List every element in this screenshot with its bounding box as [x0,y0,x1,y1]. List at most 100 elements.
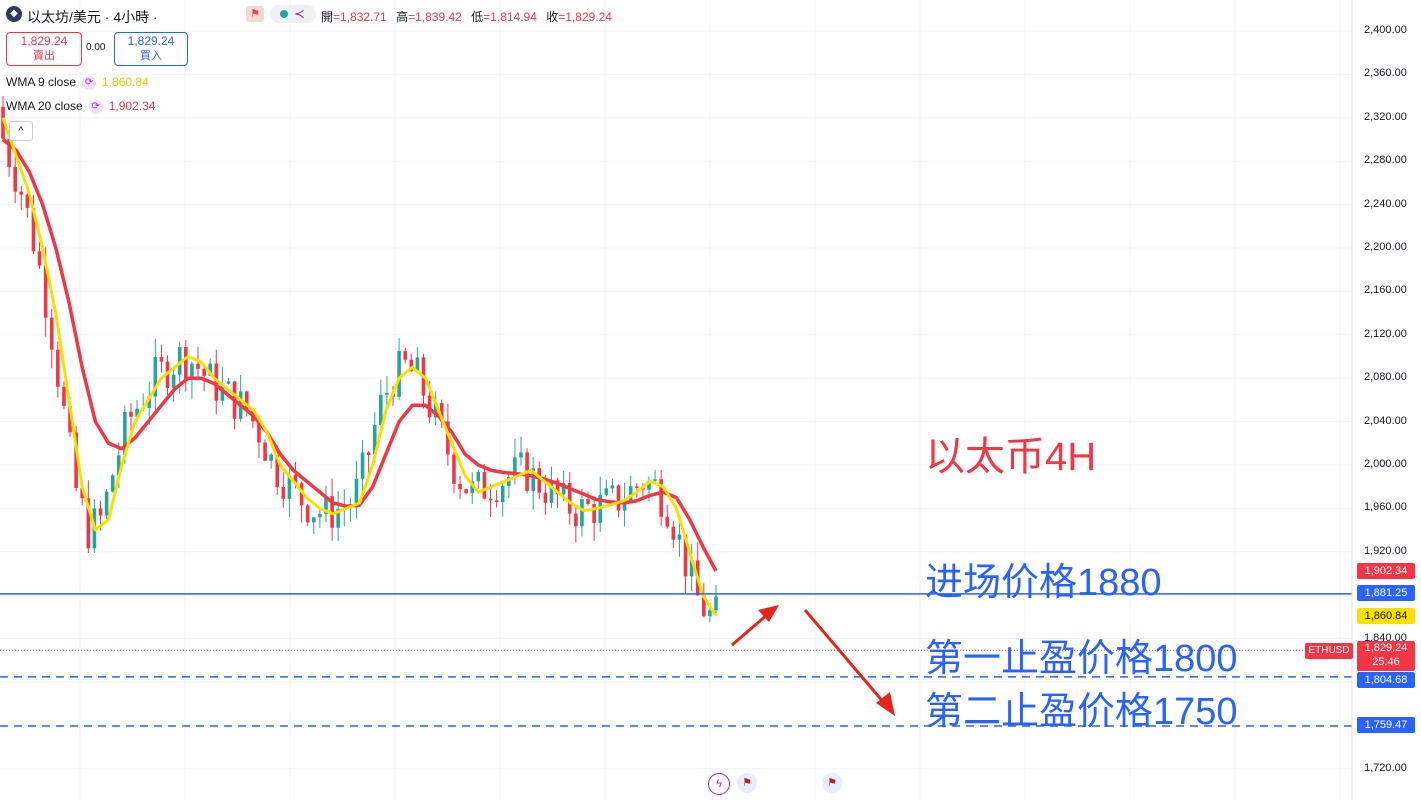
tp1-price-tag: 1,804.68 [1357,672,1415,688]
candle-body [129,411,133,417]
chart-header: ◆ 以太坊/美元 · 4小時 · ⚑ ≺ 開=1,832.71 高=1,839.… [0,0,800,30]
candle-body [513,457,517,478]
candle-body [366,452,371,455]
candle-body [147,396,152,408]
candle-body [482,471,487,499]
candle-body [616,485,621,511]
candle-body [494,500,499,503]
candle-body [336,508,340,528]
candle-body [574,513,578,527]
candle-body [708,610,712,617]
us-flag-event-icon[interactable]: ⚑ [822,773,842,793]
candle-body [244,391,249,412]
chart-grid [0,0,1352,800]
candle-body [385,393,389,395]
candle-body [683,534,688,577]
candle-body [153,357,158,397]
y-tick-label: 1,720.00 [1364,761,1407,774]
flag-icon[interactable]: ⚑ [246,6,264,22]
candle-body [647,480,651,490]
candle-body [507,477,511,486]
candle-body [561,482,566,495]
symbol-tag: ETHUSD [1305,643,1353,659]
y-tick-label: 1,840.00 [1364,631,1407,644]
candle-body [123,411,127,456]
buy-button[interactable]: 1,829.24 買入 [114,32,188,66]
countdown: 25:46 [1372,656,1400,668]
candle-body [7,138,11,167]
candle-body [135,408,139,417]
candle-body [19,191,24,195]
candle-body [25,194,30,208]
y-tick-label: 2,040.00 [1364,414,1407,427]
symbol-title[interactable]: 以太坊/美元 · 4小時 · [27,9,158,25]
candle-body [537,468,542,493]
y-tick-label: 2,200.00 [1364,241,1407,253]
candle-body [677,534,682,540]
candle-body [592,503,596,523]
candle-body [634,486,639,488]
lightning-event-icon[interactable]: ϟ [708,773,730,795]
us-flag-event-icon[interactable]: ⚑ [737,773,757,793]
indicator-wma20[interactable]: WMA 20 close ⟳ 1,902.34 [6,99,156,114]
candle-body [62,386,66,406]
candle-body [31,207,36,252]
candle-body [476,471,481,482]
candle-body [452,454,456,484]
candle-body [470,481,475,494]
wma9-line [1,117,718,617]
y-tick-label: 2,160.00 [1364,284,1407,297]
candle-body [299,483,304,506]
candle-body [689,560,694,577]
candle-body [439,403,444,422]
y-tick-label: 2,000.00 [1364,458,1407,470]
candle-body [580,499,584,527]
refresh-icon[interactable]: ⟳ [88,99,103,114]
share-icon: ≺ [294,6,305,21]
candle-body [397,351,401,397]
candle-body [549,480,554,503]
y-tick-label: 2,240.00 [1364,197,1407,210]
candle-body [269,454,273,461]
candle-body [110,475,115,492]
ohlc-values: 開=1,832.71 高=1,839.42 低=1,814.94 收=1,829… [321,10,612,24]
ethereum-icon: ◆ [6,6,22,22]
candle-body [171,374,176,388]
candle-body [702,595,706,617]
candle-body [354,478,359,508]
candle-body [68,405,72,433]
candle-body [714,596,718,611]
y-tick-label: 1,960.00 [1364,501,1407,514]
candle-body [104,491,109,516]
up-arrow [731,605,779,647]
candle-body [519,452,523,458]
tp2-price-tag: 1,759.47 [1357,717,1415,733]
candle-body [586,499,590,504]
spread-value: 0.00 [86,42,106,53]
candle-body [464,489,468,494]
candle-body [86,498,91,549]
y-tick-label: 2,400.00 [1364,24,1407,36]
candle-body [275,454,280,487]
candle-body [415,357,420,372]
candle-body [202,368,206,376]
candle-body [293,474,298,484]
candle-body [543,492,548,503]
candle-body [403,351,408,360]
chart-title-annotation: 以太币4H [925,435,1097,479]
candle-body [458,483,462,490]
candle-body [555,480,560,495]
status-pill[interactable]: ≺ [270,5,316,23]
collapse-indicators-button[interactable]: ^ [9,121,33,141]
refresh-icon[interactable]: ⟳ [82,75,97,90]
candle-body [13,166,17,192]
candle-body [208,363,212,376]
candle-body [671,526,676,540]
y-tick-label: 2,120.00 [1364,327,1407,340]
candle-body [43,265,48,318]
sell-button[interactable]: 1,829.24 賣出 [6,32,82,66]
indicator-wma9[interactable]: WMA 9 close ⟳ 1,860.84 [6,75,149,90]
candle-body [567,482,572,514]
candle-body [360,452,365,479]
